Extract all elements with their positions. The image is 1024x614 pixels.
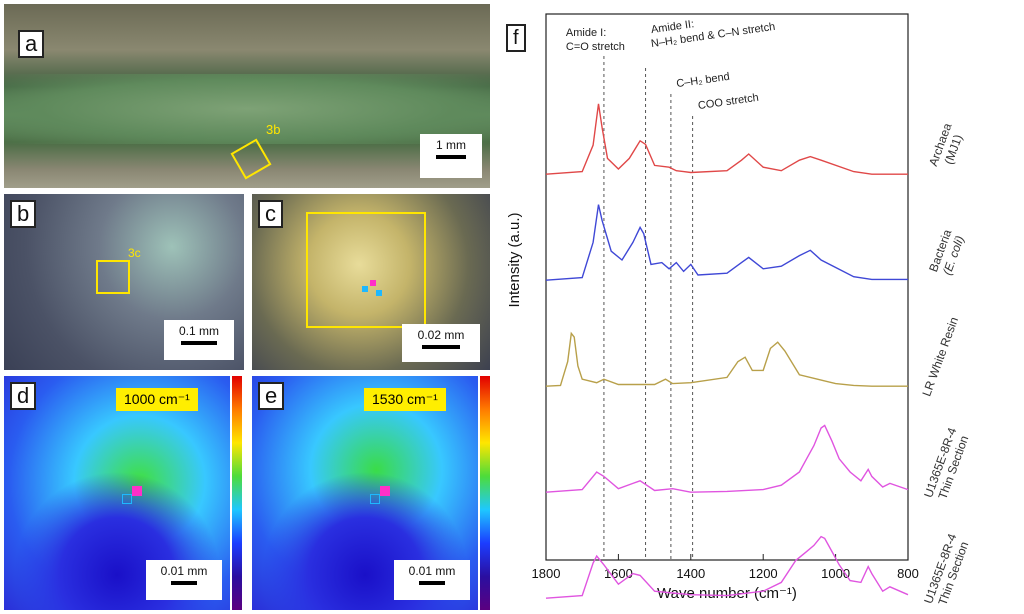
marker-cyan-e bbox=[370, 494, 380, 504]
scale-line-d bbox=[171, 581, 197, 585]
marker-cyan-c bbox=[362, 286, 368, 292]
series-label: Bacteria(E. coli) bbox=[926, 227, 967, 277]
scale-bar-c: 0.02 mm bbox=[402, 324, 480, 362]
plot-frame bbox=[545, 13, 909, 561]
panel-label-a: a bbox=[18, 30, 45, 58]
band-annotation: C–H₂ bend bbox=[676, 71, 731, 90]
scale-label-c: 0.02 mm bbox=[417, 328, 465, 342]
spectrum-line bbox=[545, 535, 909, 599]
scale-line-c bbox=[422, 345, 460, 349]
spectrum-line bbox=[545, 103, 908, 175]
region-label-3b: 3b bbox=[266, 122, 281, 137]
series-label: LR White Resin bbox=[919, 315, 961, 398]
x-tick-label: 1200 bbox=[749, 566, 778, 581]
panel-c-image: c 0.02 mm bbox=[252, 194, 490, 370]
scale-line-e bbox=[419, 581, 445, 585]
vein-band bbox=[4, 74, 490, 144]
band-annotation: COO stretch bbox=[697, 92, 759, 112]
panel-label-b: b bbox=[10, 200, 37, 228]
wavenumber-badge-e: 1530 cm⁻¹ bbox=[364, 388, 446, 411]
spectrum-line bbox=[545, 424, 909, 493]
marker-magenta-e bbox=[380, 486, 390, 496]
panel-label-c: c bbox=[258, 200, 283, 228]
panel-a-image: a 3b 1 mm bbox=[4, 4, 490, 188]
scale-label-a: 1 mm bbox=[436, 138, 466, 152]
x-tick-label: 800 bbox=[897, 566, 919, 581]
colorbar-e bbox=[480, 376, 490, 610]
scale-line-a bbox=[436, 155, 466, 159]
panel-label-d: d bbox=[10, 382, 37, 410]
scale-label-d: 0.01 mm bbox=[160, 564, 208, 578]
scale-bar-a: 1 mm bbox=[420, 134, 482, 178]
marker-cyan-c2 bbox=[376, 290, 382, 296]
panel-label-e: e bbox=[258, 382, 285, 410]
panel-e-map: e 1530 cm⁻¹ 0.01 mm bbox=[252, 376, 478, 610]
band-annotation: Amide II: bbox=[650, 18, 695, 36]
marker-cyan-d bbox=[122, 494, 132, 504]
panel-label-f: f bbox=[506, 24, 526, 52]
spectrum-line bbox=[545, 204, 908, 281]
colorbar-d bbox=[232, 376, 242, 610]
panel-b-image: b 3c 0.1 mm bbox=[4, 194, 244, 370]
scale-label-e: 0.01 mm bbox=[408, 564, 456, 578]
spectrum-line bbox=[545, 331, 908, 387]
scale-bar-b: 0.1 mm bbox=[164, 320, 234, 360]
scale-label-b: 0.1 mm bbox=[178, 324, 219, 338]
band-annotation: C=O stretch bbox=[566, 41, 625, 53]
x-tick-label: 1400 bbox=[676, 566, 705, 581]
x-tick-label: 1800 bbox=[532, 566, 561, 581]
scale-bar-e: 0.01 mm bbox=[394, 560, 470, 600]
band-annotation: Amide I: bbox=[566, 27, 606, 39]
region-label-3c: 3c bbox=[128, 246, 141, 260]
scale-bar-d: 0.01 mm bbox=[146, 560, 222, 600]
scale-line-b bbox=[181, 341, 217, 345]
region-box-3c bbox=[96, 260, 130, 294]
x-axis-label: Wave number (cm⁻¹) bbox=[657, 585, 797, 602]
marker-magenta-d bbox=[132, 486, 142, 496]
series-label-line1: LR White Resin bbox=[919, 315, 961, 398]
x-tick-label: 1600 bbox=[604, 566, 633, 581]
series-label: Archaea(MJ1) bbox=[926, 121, 965, 168]
region-box-c bbox=[306, 212, 426, 328]
panel-d-map: d 1000 cm⁻¹ 0.01 mm bbox=[4, 376, 230, 610]
wavenumber-badge-d: 1000 cm⁻¹ bbox=[116, 388, 198, 411]
marker-magenta-c bbox=[370, 280, 376, 286]
